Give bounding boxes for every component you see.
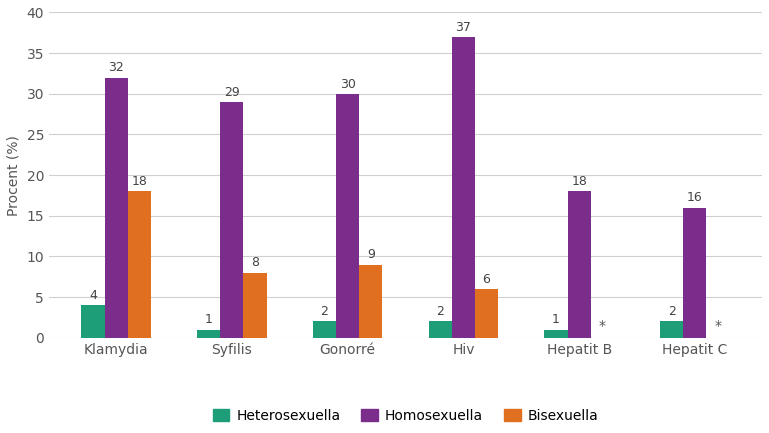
Bar [475,289,498,338]
Text: 2: 2 [667,305,676,318]
Y-axis label: Procent (%): Procent (%) [7,135,21,216]
Text: 4: 4 [89,289,97,302]
Bar [684,207,707,338]
Text: 8: 8 [251,256,259,269]
Text: 37: 37 [455,21,471,34]
Bar [336,94,359,338]
Text: 32: 32 [108,61,124,74]
Bar [82,305,105,338]
Text: 2: 2 [321,305,328,318]
Bar [661,321,684,338]
Bar [105,78,128,338]
Text: 2: 2 [436,305,444,318]
Text: 18: 18 [571,175,587,188]
Text: 9: 9 [367,248,375,261]
Legend: Heterosexuella, Homosexuella, Bisexuella: Heterosexuella, Homosexuella, Bisexuella [207,403,604,428]
Text: 18: 18 [131,175,147,188]
Text: *: * [714,319,721,333]
Bar [220,102,244,338]
Text: 30: 30 [340,78,355,90]
Bar [568,191,591,338]
Bar [313,321,336,338]
Text: 29: 29 [224,86,240,99]
Text: 1: 1 [552,313,560,326]
Bar [244,273,267,338]
Bar [544,330,568,338]
Bar [428,321,452,338]
Bar [359,265,382,338]
Text: 1: 1 [205,313,213,326]
Bar [128,191,151,338]
Text: *: * [599,319,606,333]
Text: 16: 16 [687,191,703,204]
Bar [452,37,475,338]
Text: 6: 6 [483,273,491,286]
Bar [197,330,220,338]
